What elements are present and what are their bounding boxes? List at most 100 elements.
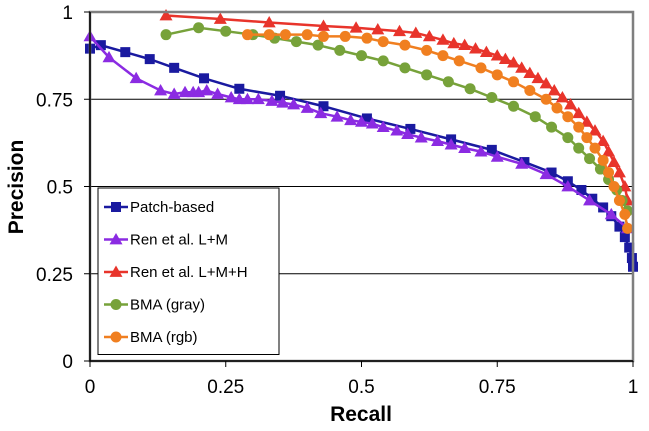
data-point-bma-gray: [421, 69, 433, 81]
data-point-bma-rgb: [613, 194, 625, 206]
series-ren-et-al-l-m: [83, 29, 635, 234]
data-point-ren-et-al-l-m: [251, 92, 265, 105]
y-axis-title: Precision: [5, 140, 28, 235]
data-point-bma-rgb: [317, 30, 329, 42]
data-point-bma-rgb: [597, 154, 609, 166]
data-point-ren-et-al-l-m: [458, 141, 472, 153]
data-point-ren-et-al-l-m-h: [159, 8, 173, 21]
data-point-bma-rgb: [377, 36, 389, 48]
data-point-ren-et-al-l-m: [414, 131, 428, 143]
data-point-bma-gray: [334, 44, 346, 56]
legend-item-patch-based: Patch-based: [104, 199, 214, 216]
data-point-ren-et-al-l-m: [314, 106, 328, 119]
data-point-bma-rgb: [540, 93, 552, 105]
data-point-ren-et-al-l-m: [154, 84, 168, 96]
data-point-bma-gray: [290, 36, 302, 48]
legend-label: BMA (gray): [130, 297, 205, 314]
data-point-patch-based: [614, 221, 625, 232]
data-point-bma-rgb: [562, 111, 574, 123]
data-point-patch-based: [546, 167, 557, 178]
data-point-ren-et-al-l-m-h: [555, 91, 569, 103]
data-point-ren-et-al-l-m-h: [539, 77, 553, 89]
data-point-ren-et-al-l-m-h: [612, 166, 626, 178]
data-point-bma-gray: [573, 142, 585, 154]
legend-label: Patch-based: [130, 199, 214, 216]
data-point-ren-et-al-l-m: [515, 157, 529, 169]
data-point-bma-rgb: [608, 181, 620, 192]
data-point-patch-based: [95, 40, 106, 51]
data-point-patch-based: [619, 232, 630, 243]
data-point-patch-based: [624, 242, 635, 253]
legend-item-bma-gray: BMA (gray): [104, 297, 205, 314]
data-point-ren-et-al-l-m-h: [564, 97, 578, 110]
legend-swatch-marker: [109, 233, 123, 245]
data-point-patch-based: [405, 123, 416, 134]
data-point-ren-et-al-l-m: [355, 115, 368, 127]
data-point-ren-et-al-l-m-h: [349, 21, 363, 33]
data-point-ren-et-al-l-m: [401, 127, 415, 140]
data-point-ren-et-al-l-m-h: [607, 155, 621, 167]
y-tick-label: 1: [62, 3, 73, 24]
data-point-patch-based: [234, 83, 245, 94]
data-point-bma-rgb: [361, 32, 373, 44]
series-bma-rgb: [241, 29, 634, 234]
data-point-ren-et-al-l-m: [344, 113, 358, 126]
data-point-bma-rgb: [573, 121, 585, 133]
series-bma-gray: [160, 22, 634, 217]
data-point-ren-et-al-l-m: [211, 87, 225, 99]
data-point-ren-et-al-l-m: [178, 85, 192, 98]
data-point-bma-rgb: [301, 29, 313, 41]
data-point-patch-based: [318, 101, 329, 112]
data-point-bma-gray: [546, 121, 558, 133]
legend-swatch-marker: [111, 202, 121, 212]
data-point-ren-et-al-l-m: [232, 92, 246, 105]
data-point-bma-gray: [584, 153, 596, 165]
data-point-bma-rgb: [622, 222, 634, 234]
legend-label: Ren et al. L+M: [130, 232, 228, 249]
data-point-bma-rgb: [279, 29, 291, 41]
data-point-ren-et-al-l-m: [561, 180, 575, 192]
data-point-bma-rgb: [399, 39, 411, 51]
data-point-bma-rgb: [589, 142, 601, 154]
data-point-bma-rgb: [421, 44, 433, 56]
series-ren-et-al-l-m-h: [159, 8, 635, 206]
legend-label: BMA (rgb): [130, 329, 198, 346]
data-point-ren-et-al-l-m: [330, 110, 344, 122]
data-point-bma-rgb: [551, 102, 563, 114]
data-point-ren-et-al-l-m-h: [479, 45, 493, 58]
data-point-bma-gray: [486, 92, 498, 104]
data-point-bma-rgb: [339, 30, 351, 42]
legend-swatch-marker: [110, 331, 122, 343]
data-point-ren-et-al-l-m: [224, 91, 238, 103]
data-point-bma-gray: [312, 39, 324, 51]
data-point-ren-et-al-l-m-h: [515, 61, 529, 73]
data-point-ren-et-al-l-m-h: [498, 52, 512, 64]
data-point-ren-et-al-l-m: [390, 124, 404, 136]
legend-swatch-marker: [109, 265, 123, 277]
data-point-ren-et-al-l-m: [539, 167, 553, 180]
legend-label: Ren et al. L+M+H: [130, 264, 248, 281]
data-point-ren-et-al-l-m: [265, 94, 279, 106]
data-point-ren-et-al-l-m-h: [602, 145, 616, 157]
data-point-bma-gray: [377, 55, 389, 67]
data-point-ren-et-al-l-m-h: [531, 71, 545, 84]
data-point-ren-et-al-l-m-h: [596, 134, 610, 147]
data-point-ren-et-al-l-m-h: [490, 49, 504, 61]
x-tick-label: 0.75: [479, 377, 516, 398]
data-point-bma-rgb: [475, 62, 487, 74]
data-point-ren-et-al-l-m-h: [588, 124, 602, 136]
data-point-bma-rgb: [263, 29, 275, 41]
data-point-ren-et-al-l-m: [490, 150, 504, 162]
data-point-patch-based: [361, 113, 372, 124]
legend-box: [97, 187, 280, 355]
data-point-ren-et-al-l-m: [583, 193, 597, 206]
data-point-ren-et-al-l-m: [129, 71, 143, 84]
data-point-ren-et-al-l-m: [444, 138, 458, 150]
data-point-bma-gray: [562, 132, 574, 144]
data-point-ren-et-al-l-m: [365, 117, 379, 129]
data-point-ren-et-al-l-m: [287, 97, 301, 110]
axes: 0 0.25 0.5 0.75 1 0 0.25 0.5 0.75 1: [36, 3, 638, 398]
series-line-bma-rgb: [247, 33, 629, 229]
data-point-bma-rgb: [603, 167, 615, 179]
